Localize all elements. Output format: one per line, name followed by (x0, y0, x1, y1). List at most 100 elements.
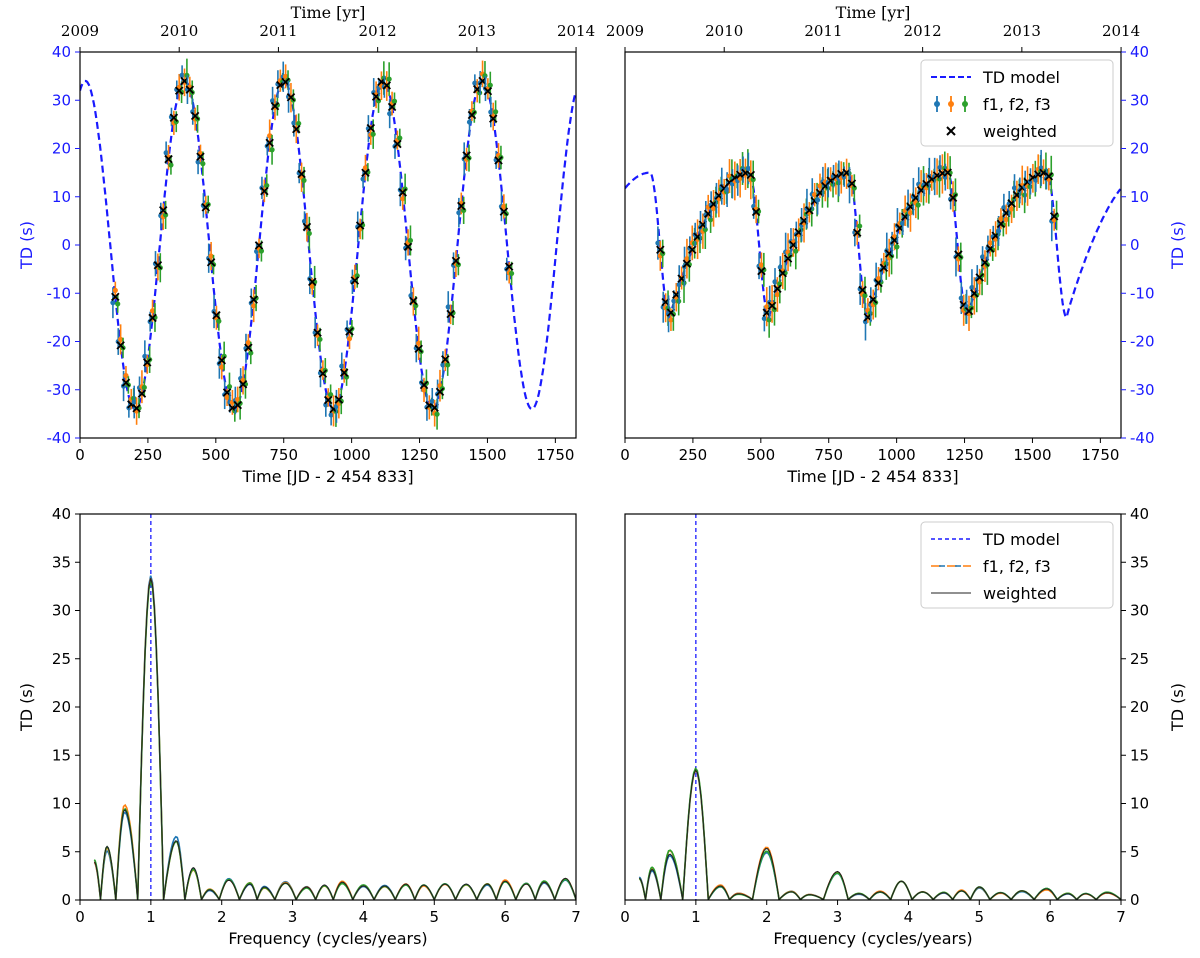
x-tick-label: 1000 (333, 446, 371, 464)
data-point (958, 295, 964, 301)
data-point (328, 412, 334, 418)
weighted-point (190, 111, 200, 121)
data-point (772, 279, 778, 285)
x-tick-label: 1 (691, 908, 701, 926)
data-point (508, 270, 515, 277)
legend: TD model f1, f2, f3 weighted (920, 521, 1114, 609)
data-point (123, 373, 129, 379)
weighted-point (462, 151, 471, 160)
y-tick-label: 30 (1130, 602, 1149, 620)
top-tick-label: 2009 (61, 22, 99, 40)
weighted-point (260, 186, 269, 196)
weighted-point (355, 221, 365, 230)
data-point (301, 218, 308, 224)
data-point (488, 109, 494, 115)
data-point (894, 244, 900, 250)
x-tick-label: 1500 (468, 446, 506, 464)
weighted-point (361, 168, 370, 177)
weighted-point (948, 193, 958, 203)
weighted-point (265, 138, 274, 148)
weighted-point (185, 85, 195, 94)
x-tick-label: 3 (833, 908, 843, 926)
weighted-point (847, 179, 857, 188)
data-point (245, 340, 251, 346)
data-point (472, 80, 478, 86)
weighted-point (238, 379, 248, 389)
plot-area (638, 514, 1121, 900)
data-point (112, 287, 118, 293)
weighted-point (488, 114, 498, 123)
data-point (323, 402, 329, 408)
y-tick-label: 5 (61, 843, 71, 861)
weighted-point (783, 254, 793, 263)
y-tick-label: -40 (1130, 429, 1155, 447)
plot-area (625, 149, 1121, 341)
top-tick-label: 2011 (804, 22, 842, 40)
y-tick-label: -10 (47, 284, 72, 302)
x-tick-label: 0 (620, 908, 630, 926)
data-point (110, 300, 116, 306)
y-tick-label: 15 (52, 746, 71, 764)
data-point (386, 76, 392, 82)
data-point (995, 228, 1002, 234)
top-tick-label: 2010 (160, 22, 198, 40)
y-tick-label: -30 (47, 381, 72, 399)
weighted-point (494, 156, 503, 165)
spectrum-weighted (93, 578, 576, 900)
data-point (817, 183, 823, 189)
top-tick-label: 2014 (1102, 22, 1140, 40)
weighted-point (414, 344, 423, 354)
data-point (416, 340, 422, 346)
data-point (1038, 165, 1044, 171)
x-tick-label: 0 (620, 446, 630, 464)
data-point (306, 230, 312, 237)
weighted-point (148, 313, 157, 323)
data-point (407, 237, 414, 244)
plot-area (80, 58, 576, 430)
weighted-point (334, 395, 344, 404)
weighted-point (366, 123, 376, 133)
legend-series-marker (962, 101, 968, 107)
x-tick-label: 6 (1045, 908, 1055, 926)
observation-points (655, 149, 1060, 341)
data-point (668, 317, 674, 323)
legend-series-marker (934, 101, 940, 107)
weighted-point (111, 292, 120, 302)
y-tick-label: 10 (52, 795, 71, 813)
weighted-point (318, 369, 328, 378)
weighted-point (137, 389, 147, 398)
data-point (317, 336, 323, 342)
weighted-point (751, 207, 761, 217)
data-point (915, 202, 921, 208)
weighted-point (153, 260, 163, 270)
data-point (168, 162, 174, 168)
weighted-point (244, 343, 253, 352)
x-tick-label: 1250 (400, 446, 438, 464)
data-point (219, 364, 225, 370)
weighted-point (292, 124, 301, 134)
weighted-point (451, 256, 461, 266)
data-point (131, 399, 137, 405)
data-point (339, 363, 345, 369)
data-point (501, 203, 507, 210)
x-tick-label: 7 (1116, 908, 1126, 926)
data-point (440, 362, 446, 368)
data-point (862, 292, 868, 299)
y-tick-label: 40 (1130, 505, 1149, 523)
weighted-point (201, 203, 211, 212)
weighted-point (350, 276, 360, 285)
y-tick-label: 35 (1130, 553, 1149, 571)
x-tick-label: 5 (975, 908, 985, 926)
weighted-point (286, 92, 296, 102)
weighted-point (323, 395, 333, 405)
y-tick-label: 40 (52, 505, 71, 523)
top-tick-label: 2013 (458, 22, 496, 40)
plot-area (93, 514, 576, 900)
data-point (777, 281, 783, 287)
data-point (200, 161, 206, 167)
weighted-point (249, 295, 258, 304)
x-axis-label: Time [JD - 2 454 833] (786, 467, 958, 486)
weighted-point (212, 311, 221, 320)
weighted-point (403, 242, 413, 252)
